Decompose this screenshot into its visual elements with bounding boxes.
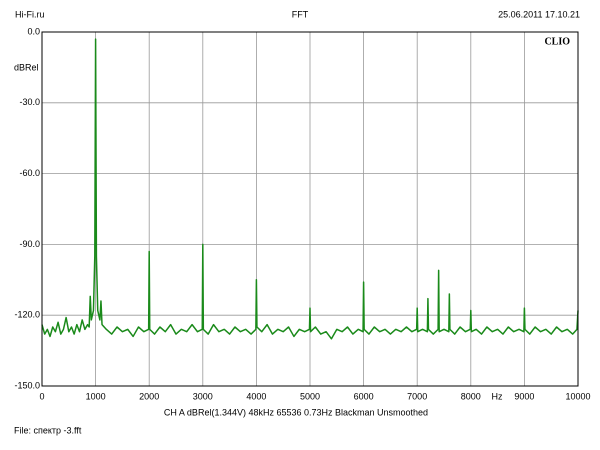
- x-tick-label: 4000: [246, 391, 266, 401]
- file-name: File: спектр -3.fft: [14, 425, 82, 435]
- y-tick-label: 0.0: [27, 26, 40, 36]
- y-tick-label: -30.0: [19, 97, 40, 107]
- source: Hi-Fi.ru: [15, 9, 45, 19]
- x-tick-label: 7000: [407, 391, 427, 401]
- x-tick-label: 1000: [86, 391, 106, 401]
- chart-title: FFT: [292, 9, 309, 19]
- x-tick-label: 8000: [461, 391, 481, 401]
- settings: CH A dBRel(1.344V) 48kHz 65536 0.73Hz Bl…: [164, 407, 428, 417]
- x-tick-label: 10000: [565, 391, 590, 401]
- spectrum-line: [41, 38, 579, 340]
- plot-border: [41, 31, 579, 387]
- plot-area: 0 1000 2000 3000 4000 5000 6000 7000 8000 9000 100…: [14, 26, 590, 401]
- y-axis-label: dBRel: [14, 62, 39, 72]
- timestamp: 25.06.2011 17.10.21: [498, 9, 580, 19]
- brand: CLIO: [544, 36, 570, 47]
- x-tick-label: 2000: [139, 391, 159, 401]
- y-tick-label: -120.0: [14, 310, 40, 320]
- x-tick-label: 5000: [300, 391, 320, 401]
- x-tick-label: 9000: [514, 391, 534, 401]
- y-tick-label: -60.0: [19, 168, 40, 178]
- x-tick-label: 3000: [193, 391, 213, 401]
- x-tick-label: 6000: [354, 391, 374, 401]
- x-axis-label: Hz: [492, 391, 503, 401]
- x-tick-label: 0: [39, 391, 44, 401]
- y-tick-label: -90.0: [19, 239, 40, 249]
- y-tick-label: -150.0: [14, 380, 40, 390]
